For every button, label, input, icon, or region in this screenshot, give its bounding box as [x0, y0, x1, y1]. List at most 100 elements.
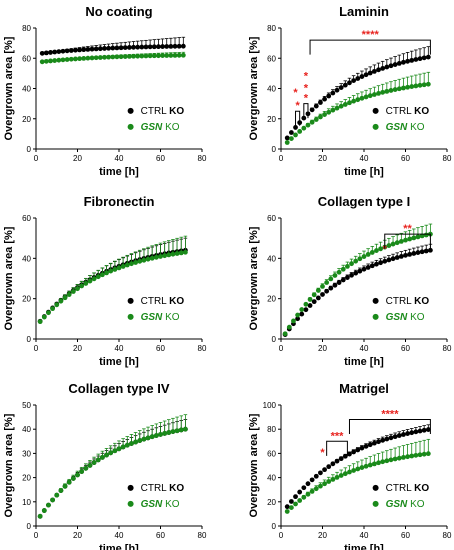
significance-bracket: [326, 440, 348, 456]
data-point: [374, 248, 379, 253]
data-point: [313, 473, 319, 479]
data-point: [97, 46, 103, 52]
data-point: [97, 55, 103, 60]
data-point: [288, 499, 294, 504]
data-point: [100, 455, 105, 460]
data-point: [365, 265, 371, 270]
data-point: [332, 273, 338, 278]
data-point: [64, 57, 70, 62]
data-point: [93, 55, 99, 61]
data-point: [93, 46, 99, 52]
data-point: [351, 78, 357, 83]
legend-marker: [372, 123, 379, 130]
data-point: [411, 235, 417, 241]
data-point: [401, 455, 406, 460]
data-point: [365, 252, 371, 257]
data-point: [396, 86, 402, 92]
data-point: [124, 442, 130, 448]
data-point: [54, 492, 60, 498]
data-point: [357, 268, 363, 274]
legend-label: GSN KO: [141, 499, 180, 510]
chart-panel-6: Matrigel 0 20 40 60 80 0 20 40 60 80 100 time [h] Ove…: [248, 381, 452, 550]
y-tick-label: 50: [22, 401, 31, 410]
x-tick-label: 0: [279, 531, 284, 540]
data-point: [421, 82, 427, 88]
data-point: [77, 56, 82, 62]
data-point: [332, 282, 338, 288]
y-tick-label: 20: [22, 295, 31, 304]
data-point: [102, 54, 107, 60]
data-point: [363, 72, 369, 78]
y-tick-label: 20: [267, 115, 276, 124]
data-point: [166, 430, 172, 435]
data-point: [309, 119, 315, 125]
data-point: [288, 136, 294, 141]
chart-title: Matrigel: [339, 381, 389, 396]
data-point: [322, 481, 327, 487]
data-point: [120, 264, 126, 269]
legend-marker: [127, 313, 134, 320]
data-point: [297, 129, 303, 134]
series-gsn-ko: [284, 438, 431, 514]
data-point: [147, 44, 153, 50]
data-point: [318, 470, 323, 476]
data-point: [309, 107, 315, 113]
data-point: [73, 56, 78, 62]
x-tick-label: 80: [198, 531, 207, 540]
data-point: [417, 82, 423, 88]
data-point: [139, 44, 145, 50]
data-point: [413, 429, 419, 435]
data-point: [141, 436, 147, 442]
data-point: [70, 289, 76, 294]
data-point: [322, 96, 327, 102]
data-point: [114, 54, 120, 60]
data-point: [390, 241, 396, 247]
data-point: [81, 55, 87, 61]
data-point: [411, 251, 417, 256]
x-tick-label: 60: [401, 344, 410, 353]
x-axis-label: time [h]: [99, 166, 139, 178]
data-point: [288, 505, 294, 511]
data-point: [338, 456, 344, 462]
data-point: [369, 263, 375, 269]
data-point: [371, 68, 377, 74]
data-point: [39, 59, 45, 65]
data-point: [315, 288, 321, 293]
significance-label: *: [295, 100, 300, 112]
data-point: [50, 497, 55, 503]
y-tick-label: 40: [267, 254, 276, 263]
data-point: [355, 97, 361, 103]
x-axis-label: time [h]: [99, 543, 139, 550]
data-point: [166, 252, 172, 258]
data-point: [367, 93, 373, 99]
data-point: [126, 45, 132, 50]
data-point: [359, 74, 365, 79]
data-point: [307, 297, 313, 302]
data-point: [288, 130, 294, 135]
data-point: [178, 250, 184, 256]
data-point: [153, 433, 159, 438]
data-point: [405, 84, 410, 90]
data-point: [145, 435, 151, 441]
data-point: [52, 58, 58, 63]
data-point: [415, 234, 421, 240]
y-tick-label: 0: [27, 335, 32, 344]
data-point: [326, 93, 332, 99]
data-point: [293, 132, 298, 138]
series-ctrl-ko: [39, 36, 186, 56]
data-point: [156, 44, 161, 50]
data-point: [135, 44, 141, 50]
data-point: [131, 44, 136, 50]
data-point: [305, 481, 311, 487]
data-point: [324, 280, 330, 285]
data-point: [178, 427, 184, 433]
y-axis-label: Overgrown area [%]: [248, 226, 260, 330]
data-point: [330, 90, 336, 96]
data-point: [160, 53, 165, 58]
legend-label: CTRL KO: [141, 483, 185, 494]
data-point: [164, 53, 170, 58]
data-point: [380, 437, 386, 443]
data-point: [81, 47, 87, 53]
data-point: [284, 504, 290, 510]
x-tick-label: 40: [360, 531, 369, 540]
